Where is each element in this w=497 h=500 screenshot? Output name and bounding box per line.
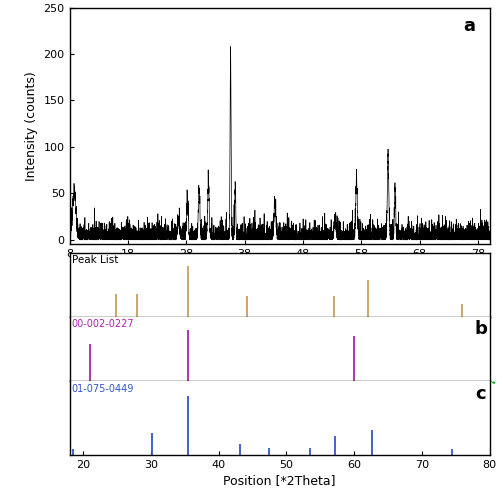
X-axis label: Position [*2Theta]: Position [*2Theta]: [223, 474, 336, 487]
Text: 00-002-0227: 00-002-0227: [72, 319, 134, 329]
Y-axis label: Intensity (counts): Intensity (counts): [25, 71, 38, 181]
X-axis label: 2ϴ (degree): 2ϴ (degree): [242, 262, 318, 275]
Text: b: b: [475, 320, 488, 338]
Text: a: a: [463, 17, 475, 35]
Text: Peak List: Peak List: [72, 255, 118, 265]
Text: 01-075-0449: 01-075-0449: [72, 384, 134, 394]
Text: c: c: [475, 385, 486, 403]
